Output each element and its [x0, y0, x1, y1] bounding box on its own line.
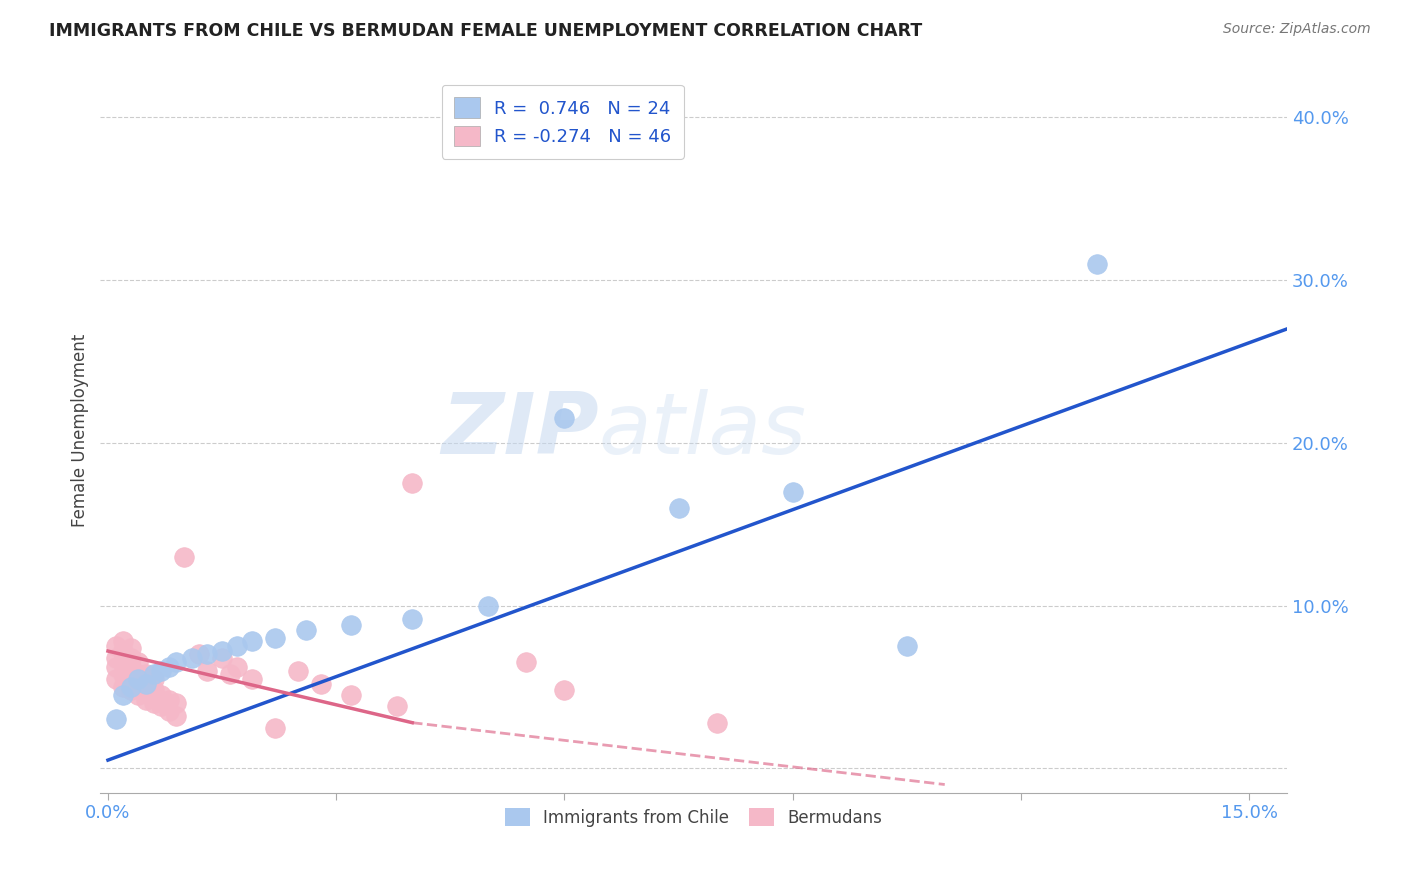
Text: ZIP: ZIP: [441, 389, 599, 472]
Point: [173, 549, 195, 564]
Point: [242, 672, 264, 686]
Point: [157, 704, 180, 718]
Point: [477, 599, 499, 613]
Point: [385, 699, 408, 714]
Text: Source: ZipAtlas.com: Source: ZipAtlas.com: [1223, 22, 1371, 37]
Point: [287, 664, 309, 678]
Point: [120, 683, 142, 698]
Point: [401, 476, 423, 491]
Point: [165, 709, 187, 723]
Point: [150, 699, 173, 714]
Point: [112, 634, 135, 648]
Point: [553, 683, 575, 698]
Point: [706, 715, 728, 730]
Point: [188, 648, 211, 662]
Point: [112, 680, 135, 694]
Point: [309, 676, 332, 690]
Point: [104, 660, 127, 674]
Point: [127, 672, 149, 686]
Point: [226, 639, 249, 653]
Point: [165, 656, 187, 670]
Point: [104, 713, 127, 727]
Point: [180, 650, 202, 665]
Point: [150, 688, 173, 702]
Point: [226, 660, 249, 674]
Point: [782, 484, 804, 499]
Point: [127, 676, 149, 690]
Point: [104, 639, 127, 653]
Point: [150, 664, 173, 678]
Point: [195, 664, 218, 678]
Point: [135, 676, 157, 690]
Point: [340, 688, 363, 702]
Point: [294, 623, 316, 637]
Point: [112, 688, 135, 702]
Point: [120, 680, 142, 694]
Point: [112, 666, 135, 681]
Point: [553, 411, 575, 425]
Text: atlas: atlas: [599, 389, 807, 472]
Point: [135, 666, 157, 681]
Point: [896, 639, 918, 653]
Point: [157, 693, 180, 707]
Point: [142, 666, 165, 681]
Point: [340, 618, 363, 632]
Point: [112, 656, 135, 670]
Point: [264, 631, 287, 645]
Point: [142, 683, 165, 698]
Point: [127, 656, 149, 670]
Point: [127, 666, 149, 681]
Point: [112, 644, 135, 658]
Point: [668, 500, 690, 515]
Point: [242, 634, 264, 648]
Point: [142, 696, 165, 710]
Y-axis label: Female Unemployment: Female Unemployment: [72, 334, 89, 527]
Point: [127, 688, 149, 702]
Point: [120, 672, 142, 686]
Point: [135, 693, 157, 707]
Text: IMMIGRANTS FROM CHILE VS BERMUDAN FEMALE UNEMPLOYMENT CORRELATION CHART: IMMIGRANTS FROM CHILE VS BERMUDAN FEMALE…: [49, 22, 922, 40]
Point: [165, 696, 187, 710]
Point: [135, 680, 157, 694]
Point: [515, 656, 537, 670]
Legend: Immigrants from Chile, Bermudans: Immigrants from Chile, Bermudans: [496, 799, 891, 835]
Point: [211, 650, 233, 665]
Point: [211, 644, 233, 658]
Point: [120, 640, 142, 655]
Point: [142, 672, 165, 686]
Point: [1085, 257, 1108, 271]
Point: [218, 666, 240, 681]
Point: [104, 650, 127, 665]
Point: [104, 672, 127, 686]
Point: [401, 611, 423, 625]
Point: [120, 660, 142, 674]
Point: [195, 648, 218, 662]
Point: [120, 650, 142, 665]
Point: [157, 660, 180, 674]
Point: [264, 721, 287, 735]
